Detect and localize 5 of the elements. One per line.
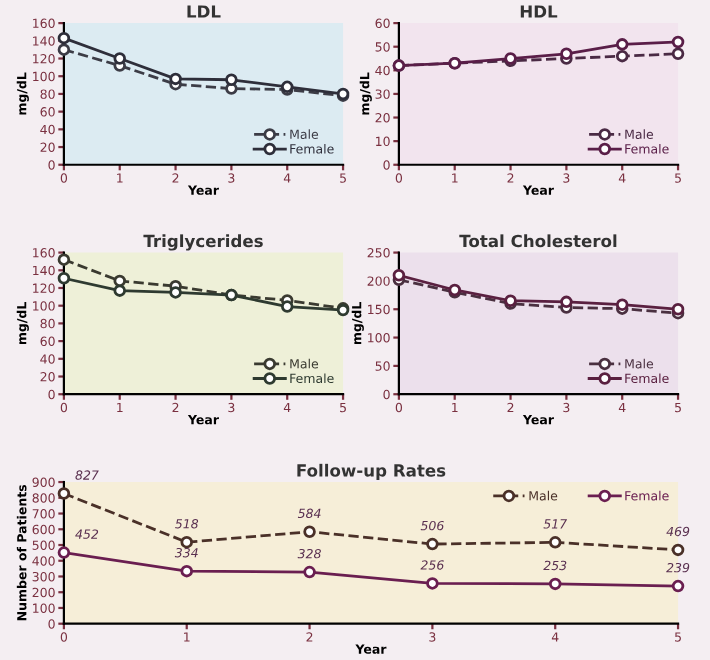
chart-title: Total Cholesterol <box>459 234 617 248</box>
chart-title: HDL <box>520 5 558 18</box>
chart-title: Follow-up Rates <box>297 463 446 480</box>
chart-title: Triglycerides <box>143 234 263 251</box>
chart-title: LDL <box>187 5 221 18</box>
